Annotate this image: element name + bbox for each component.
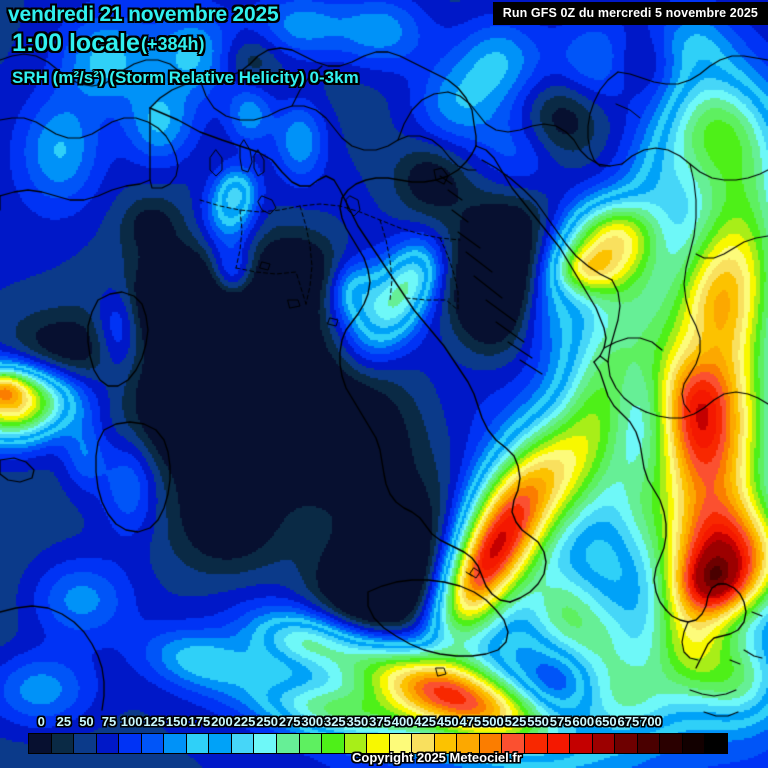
- color-scale-tick: 325: [323, 714, 346, 729]
- color-scale-tick: 500: [482, 714, 504, 729]
- color-swatch: [637, 734, 661, 753]
- color-swatch: [344, 734, 368, 753]
- color-scale: 0 25 50 75 100 125 150 175 200 225 250 275 300 325 350…: [28, 714, 728, 754]
- color-swatch: [209, 734, 232, 753]
- color-swatch: [96, 734, 120, 753]
- color-scale-tick: 100: [120, 714, 143, 729]
- color-swatch: [186, 734, 210, 753]
- color-swatch: [660, 734, 683, 753]
- color-swatch: [434, 734, 458, 753]
- color-swatch: [254, 734, 278, 753]
- color-scale-tick: 475: [459, 714, 482, 729]
- color-swatch: [592, 734, 616, 753]
- color-swatch: [119, 734, 142, 753]
- color-swatch: [479, 734, 503, 753]
- color-swatch: [615, 734, 638, 753]
- color-scale-tick: 225: [233, 714, 256, 729]
- color-scale-tick: 425: [414, 714, 437, 729]
- color-scale-labels: 0 25 50 75 100 125 150 175 200 225 250 275 300 325 350…: [28, 714, 728, 732]
- color-scale-tick: 300: [301, 714, 324, 729]
- color-scale-tick: 175: [188, 714, 211, 729]
- color-scale-tick: 375: [369, 714, 391, 729]
- color-swatch: [412, 734, 435, 753]
- color-scale-tick: 550: [527, 714, 549, 729]
- color-swatch: [389, 734, 413, 753]
- color-scale-tick: 25: [56, 714, 72, 729]
- color-scale-tick: 400: [391, 714, 414, 729]
- parameter-label: SRH (m²/s²) (Storm Relative Helicity) 0-…: [12, 68, 359, 87]
- color-scale-tick: 250: [256, 714, 278, 729]
- color-scale-tick: 350: [346, 714, 369, 729]
- color-swatch: [29, 734, 52, 753]
- color-scale-tick: 675: [617, 714, 640, 729]
- color-swatch: [277, 734, 300, 753]
- copyright-label: Copyright 2025 Meteociel.fr: [352, 750, 522, 765]
- color-scale-tick: 700: [640, 714, 662, 729]
- model-run-label: Run GFS 0Z du mercredi 5 novembre 2025: [492, 2, 768, 25]
- color-scale-tick: 200: [211, 714, 233, 729]
- color-swatch: [705, 734, 727, 753]
- color-swatch: [231, 734, 255, 753]
- color-swatch: [525, 734, 548, 753]
- color-swatch: [164, 734, 187, 753]
- color-swatch: [570, 734, 593, 753]
- forecast-hour-label: (+384h): [141, 34, 205, 54]
- color-swatch: [547, 734, 571, 753]
- color-scale-tick: 150: [165, 714, 188, 729]
- color-scale-tick: 525: [504, 714, 527, 729]
- color-swatch: [299, 734, 323, 753]
- color-scale-tick: 575: [549, 714, 572, 729]
- forecast-date-label: vendredi 21 novembre 2025: [8, 3, 279, 26]
- color-scale-tick: 450: [436, 714, 459, 729]
- color-scale-tick: 75: [101, 714, 117, 729]
- color-scale-tick: 275: [278, 714, 301, 729]
- color-swatch: [502, 734, 526, 753]
- color-swatch: [141, 734, 165, 753]
- color-scale-tick: 125: [143, 714, 166, 729]
- color-scale-tick: 50: [79, 714, 94, 729]
- color-swatch: [51, 734, 75, 753]
- color-swatch: [367, 734, 390, 753]
- color-scale-tick: 650: [594, 714, 617, 729]
- color-swatch: [74, 734, 97, 753]
- color-scale-bar: [28, 733, 728, 754]
- color-swatch: [457, 734, 480, 753]
- forecast-time-label: 1:00 locale: [12, 29, 140, 57]
- color-swatch: [322, 734, 345, 753]
- color-scale-tick: 0: [37, 714, 45, 729]
- color-swatch: [682, 734, 706, 753]
- color-scale-tick: 600: [572, 714, 595, 729]
